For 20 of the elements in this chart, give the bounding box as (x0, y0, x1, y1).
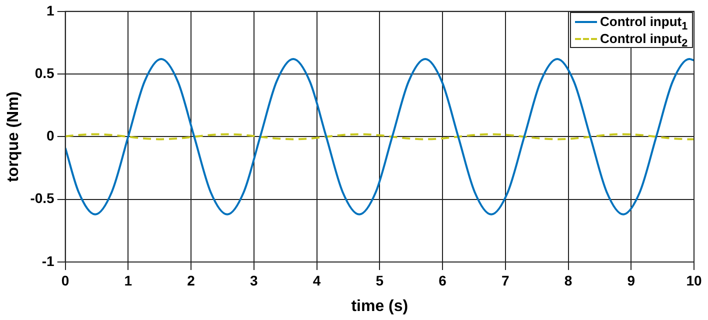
legend-label: Control input$_{1}$ (600, 13, 688, 33)
x-tick-label: 1 (124, 272, 132, 288)
x-tick-label: 2 (187, 272, 196, 288)
y-tick-label: -0.5 (30, 190, 55, 206)
x-tick-label: 6 (438, 272, 447, 288)
x-axis-title: time (s) (351, 298, 408, 315)
y-tick-label: 1 (46, 2, 55, 18)
x-tick-label: 10 (686, 272, 702, 288)
x-tick-label: 3 (250, 272, 258, 288)
x-tick-label: 9 (627, 272, 636, 288)
x-tick-label: 4 (312, 272, 321, 288)
x-tick-label: 0 (61, 272, 70, 288)
y-tick-label: -1 (42, 252, 55, 269)
y-axis-title: torque (Nm) (5, 91, 22, 182)
x-tick-label: 8 (564, 272, 572, 288)
y-tick-label: 0 (46, 128, 55, 144)
y-tick-label: 0.5 (34, 64, 55, 81)
legend-label: Control input$_{2}$ (600, 30, 688, 50)
x-tick-label: 7 (502, 272, 510, 288)
x-tick-label: 5 (376, 272, 384, 288)
